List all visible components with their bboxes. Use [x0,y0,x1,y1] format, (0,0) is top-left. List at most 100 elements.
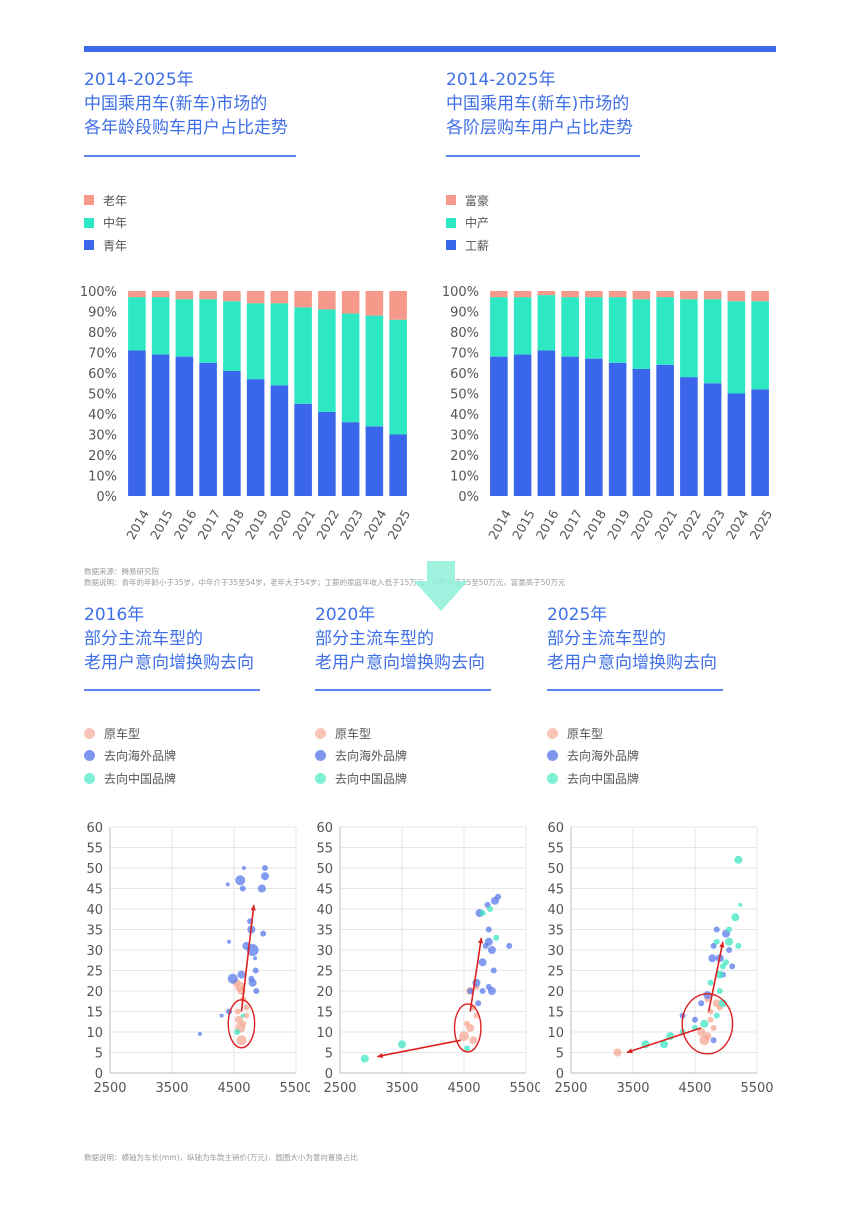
bar-segment-老年 [175,291,194,300]
x-tick-label: 2016 [171,507,200,542]
bar-segment-青年 [365,426,384,496]
legend-dot [315,750,326,762]
bar-segment-青年 [341,422,360,496]
bar-segment-中产 [537,295,556,351]
point-原车型 [240,1020,247,1027]
bar-segment-老年 [199,291,217,300]
legend-label: 富豪 [465,193,490,208]
y-tick-label: 45 [316,883,333,898]
title-underline [315,689,491,691]
bar-segment-老年 [389,291,407,320]
point-去向海外品牌 [703,991,712,1000]
y-tick-label: 50 [547,862,564,877]
bar-segment-中年 [389,319,407,435]
trend-arrow-line [626,1027,702,1054]
bar-segment-青年 [128,350,146,496]
legend-item-overseas: 去向海外品牌 [315,745,407,768]
bar-segment-中年 [246,303,265,380]
y-tick-label: 80% [450,326,479,341]
bar-segment-中年 [223,301,241,371]
x-tick-label: 2014 [123,507,152,542]
x-tick-label: 2024 [361,507,390,542]
point-去向中国品牌 [723,959,729,966]
x-tick-label: 5500 [740,1081,773,1096]
scatter-2025-legend: 原车型 去向海外品牌 去向中国品牌 [547,722,639,790]
tier-chart-title: 2014-2025年 中国乘用车(新车)市场的 各阶层购车用户占比走势 [446,68,633,140]
bar-segment-工薪 [727,393,746,496]
bar-segment-富豪 [608,291,627,298]
x-tick-label: 2018 [218,507,247,542]
y-tick-label: 35 [86,924,103,939]
title-line: 各阶层购车用户占比走势 [446,118,633,138]
x-tick-label: 3500 [616,1081,649,1096]
trend-arrow-line [240,904,255,1012]
y-tick-label: 50 [316,862,333,877]
point-去向海外品牌 [237,970,246,979]
y-tick-label: 40 [316,903,333,918]
bar-segment-富豪 [727,291,746,302]
y-tick-label: 30 [316,944,333,959]
title-line: 2014-2025年 [84,70,194,90]
point-原车型 [459,1031,469,1042]
point-去向中国品牌 [713,938,720,945]
legend-item-rich: 富豪 [446,189,489,212]
legend-dot [84,772,95,784]
legend-item-overseas: 去向海外品牌 [547,745,639,768]
point-去向海外品牌 [485,926,492,933]
x-tick-label: 2025 [384,507,413,542]
legend-label: 去向中国品牌 [104,771,177,786]
point-去向海外品牌 [260,930,267,937]
bar-segment-中年 [199,299,217,363]
legend-item-original: 原车型 [547,722,639,745]
x-tick-label: 2025 [746,507,775,542]
point-去向海外品牌 [253,956,258,961]
x-tick-label: 2017 [194,507,223,542]
point-去向海外品牌 [692,1016,698,1023]
bar-segment-中产 [608,297,627,363]
legend-item-overseas: 去向海外品牌 [84,745,176,768]
y-tick-label: 0 [325,1067,333,1082]
y-tick-label: 5 [556,1047,564,1062]
legend-label: 老年 [103,193,128,208]
title-line: 各年龄段购车用户占比走势 [84,118,288,138]
y-tick-label: 10 [547,1026,564,1041]
bar-segment-老年 [246,291,265,304]
explain-note: 数据说明：青年的年龄小于35岁，中年介于35至54岁，老年大于54岁；工薪的家庭… [84,578,566,587]
bar-segment-富豪 [703,291,722,300]
x-tick-label: 2500 [323,1081,356,1096]
bar-segment-老年 [128,291,146,298]
y-tick-label: 60% [88,367,117,382]
y-tick-label: 25 [86,965,103,980]
x-tick-label: 2500 [554,1081,587,1096]
y-tick-label: 25 [316,965,333,980]
bar-segment-富豪 [680,291,698,300]
y-tick-label: 70% [88,347,117,362]
legend-label: 原车型 [567,726,604,741]
point-去向中国品牌 [707,979,714,986]
y-tick-label: 15 [86,1006,103,1021]
bar-segment-青年 [294,403,312,496]
point-去向中国品牌 [738,902,743,907]
title-underline [84,155,296,157]
point-去向海外品牌 [241,866,246,870]
point-去向海外品牌 [708,954,717,963]
y-tick-label: 50% [88,388,117,403]
title-underline [547,689,723,691]
legend-label: 中年 [103,216,128,231]
bar-segment-中产 [680,299,698,378]
bar-segment-中年 [151,297,170,355]
y-tick-label: 90% [450,306,479,321]
bar-segment-青年 [318,411,336,496]
bar-segment-富豪 [751,291,769,302]
scatter-2020-chart: 0 5 10 15 20 25 30 35 40 45 50 55 60 2500 3500 4500 5500 [316,821,540,1096]
legend-swatch [84,217,94,228]
point-去向海外品牌 [726,947,733,953]
point-原车型 [234,1015,243,1024]
legend-label: 去向中国品牌 [567,771,640,786]
x-tick-label: 2020 [266,507,295,542]
legend-item-young: 青年 [84,234,127,257]
point-去向海外品牌 [262,865,268,871]
point-去向中国品牌 [716,988,723,994]
bar-segment-工薪 [513,354,532,496]
bar-segment-老年 [223,291,241,302]
